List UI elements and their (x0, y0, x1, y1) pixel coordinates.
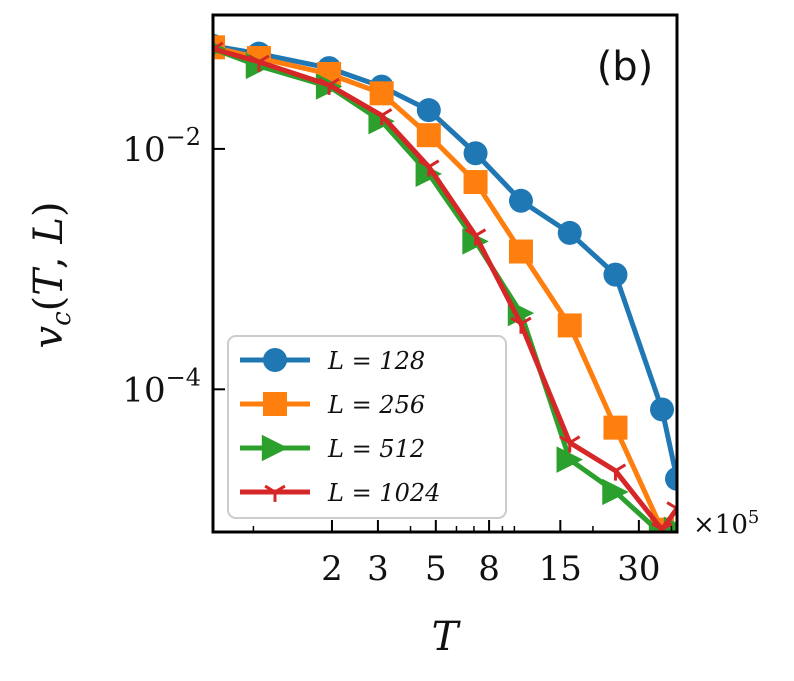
y-tick-label: 10−4 (122, 363, 201, 410)
legend-label: L = 512 (327, 435, 425, 463)
legend-item: L = 128 (240, 347, 425, 375)
legend-item: L = 512 (240, 434, 425, 463)
data-point (557, 220, 582, 245)
data-point (666, 501, 677, 519)
legend-label: L = 128 (327, 347, 425, 375)
data-point (650, 397, 675, 422)
x-axis-title: T (432, 614, 462, 660)
legend-item: L = 256 (240, 391, 425, 419)
x-axis-multiplier: ×105 (693, 507, 759, 540)
legend-marker (261, 434, 289, 462)
legend-item: L = 1024 (240, 479, 440, 507)
data-point (603, 415, 628, 440)
data-point (665, 466, 677, 491)
data-point (416, 123, 441, 148)
legend-label: L = 1024 (327, 479, 440, 507)
legend-marker (263, 392, 287, 416)
data-point (318, 77, 340, 95)
x-tick-label: 2 (321, 549, 343, 589)
x-tick-label: 30 (617, 549, 660, 589)
legend-box (227, 335, 507, 519)
data-point (604, 463, 627, 481)
legend-marker (263, 348, 287, 372)
x-tick-label: 5 (425, 549, 447, 589)
series-4 (213, 41, 677, 532)
data-point (508, 239, 533, 264)
x-tick-label: 3 (367, 549, 389, 589)
data-point (369, 81, 394, 106)
legend-label: L = 256 (327, 391, 425, 419)
plot-clip-group (213, 33, 677, 532)
panel-label: (b) (597, 44, 654, 90)
data-point (603, 262, 628, 287)
data-point (557, 313, 582, 338)
data-point (213, 41, 224, 59)
data-point (463, 170, 488, 195)
axes-group: 2 3 5 8 15 30 10−2 10−4 (122, 13, 679, 589)
data-point (510, 316, 532, 334)
y-tick-label: 10−2 (122, 123, 201, 170)
data-point (370, 108, 393, 126)
data-point (602, 478, 629, 506)
data-point (559, 435, 581, 453)
y-axis-title: vc(T, L) (26, 201, 77, 348)
data-point (463, 141, 488, 166)
data-point (416, 98, 441, 123)
data-point (248, 54, 270, 72)
legend-marker (264, 484, 286, 502)
legend: L = 128 L = 256 L = 512 L = 1024 (227, 335, 507, 519)
data-point (508, 188, 533, 213)
axes-frame (211, 13, 679, 534)
x-tick-label: 15 (539, 549, 582, 589)
data-point (556, 446, 583, 473)
x-tick-label: 8 (478, 549, 500, 589)
data-point (418, 159, 440, 177)
data-point (464, 228, 487, 246)
